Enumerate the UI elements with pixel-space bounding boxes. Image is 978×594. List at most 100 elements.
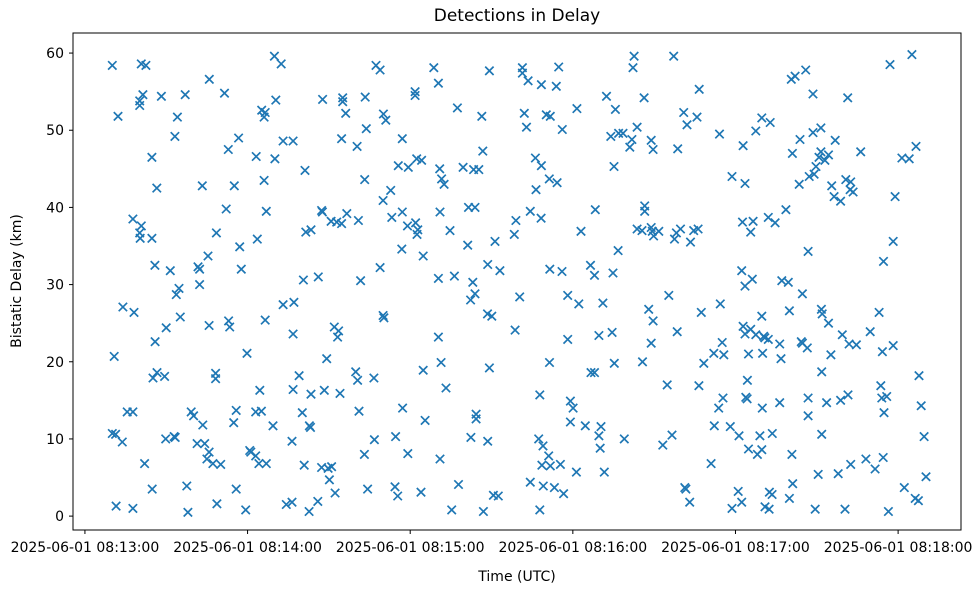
scatter-point — [332, 332, 343, 342]
scatter-point — [624, 142, 635, 153]
scatter-point — [194, 279, 205, 290]
scatter-point — [571, 467, 582, 477]
scatter-point — [648, 144, 658, 155]
scatter-point — [718, 393, 728, 403]
scatter-point — [392, 491, 403, 501]
scatter-point — [544, 357, 555, 368]
scatter-point — [589, 270, 600, 281]
scatter-point — [181, 481, 192, 491]
scatter-point — [215, 459, 226, 470]
scatter-point — [914, 370, 924, 381]
scatter-point — [386, 212, 397, 223]
scatter-point — [911, 141, 921, 152]
scatter-point — [297, 407, 308, 418]
scatter-point — [378, 109, 389, 119]
scatter-point — [340, 108, 351, 119]
scatter-point — [742, 375, 753, 386]
scatter-point — [449, 271, 460, 281]
scatter-point — [354, 406, 364, 417]
scatter-point — [385, 185, 396, 196]
scatter-point — [313, 272, 324, 282]
scatter-point — [228, 417, 239, 428]
scatter-point — [803, 246, 813, 257]
scatter-point — [242, 348, 252, 359]
scatter-point — [251, 151, 262, 162]
scatter-point — [538, 481, 549, 491]
scatter-point — [534, 390, 545, 400]
axes-box — [72, 32, 962, 531]
scatter-point — [742, 393, 752, 404]
scatter-point — [557, 266, 567, 277]
scatter-point — [188, 410, 199, 421]
scatter-point — [715, 299, 726, 309]
scatter-point — [525, 477, 536, 488]
scatter-point — [129, 307, 139, 318]
scatter-point — [573, 299, 584, 309]
scatter-point — [881, 391, 892, 402]
scatter-point — [268, 420, 278, 431]
scatter-point — [393, 160, 404, 171]
scatter-point — [336, 218, 347, 229]
scatter-point — [288, 329, 298, 339]
scatter-point — [628, 62, 638, 73]
scatter-point — [837, 329, 848, 340]
scatter-point — [888, 236, 899, 247]
scatter-point — [350, 366, 361, 377]
axis-ticks — [69, 52, 899, 534]
chart-title: Detections in Delay — [434, 6, 601, 26]
scatter-point — [471, 414, 481, 424]
scatter-point — [740, 178, 750, 189]
scatter-point — [751, 329, 761, 340]
scatter-point — [590, 204, 601, 215]
scatter-point — [681, 484, 691, 494]
scatter-point — [317, 94, 328, 105]
scatter-point — [436, 174, 447, 184]
x-tick-label: 2025-06-01 08:14:00 — [173, 540, 322, 556]
scatter-point — [151, 183, 162, 193]
scatter-point — [685, 237, 696, 247]
scatter-point — [727, 171, 737, 182]
scatter-point — [813, 469, 824, 480]
scatter-point — [287, 436, 297, 447]
scatter-point — [787, 148, 798, 159]
x-tick-label: 2025-06-01 08:13:00 — [11, 540, 160, 556]
scatter-point — [533, 434, 544, 444]
scatter-point — [170, 432, 181, 443]
scatter-point — [725, 421, 736, 432]
scatter-point — [808, 127, 818, 138]
scatter-point — [107, 428, 118, 439]
scatter-point — [843, 390, 853, 400]
y-tick-label: 0 — [55, 509, 64, 525]
scatter-point — [609, 161, 619, 172]
scatter-point — [763, 212, 774, 223]
x-tick-label: 2025-06-01 08:17:00 — [661, 540, 810, 556]
scatter-point — [763, 334, 774, 345]
scatter-point — [580, 420, 591, 431]
scatter-point — [203, 251, 213, 261]
scatter-point — [870, 464, 880, 474]
scatter-point — [324, 474, 335, 485]
scatter-point — [118, 302, 128, 312]
scatter-point — [613, 128, 624, 139]
scatter-point — [317, 207, 328, 217]
scatter-point — [618, 128, 628, 139]
scatter-point — [335, 388, 345, 399]
scatter-point — [486, 311, 497, 322]
scatter-point — [452, 103, 463, 113]
scatter-point — [439, 179, 449, 190]
scatter-point — [150, 260, 160, 271]
scatter-point — [663, 290, 674, 301]
scatter-point — [672, 326, 683, 337]
scatter-point — [916, 400, 926, 411]
scatter-point — [224, 322, 235, 332]
scatter-point — [601, 91, 612, 102]
scatter-point — [784, 493, 795, 504]
x-tick-label: 2025-06-01 08:16:00 — [498, 540, 647, 556]
scatter-point — [814, 152, 824, 163]
scatter-point — [613, 245, 623, 256]
scatter-point — [390, 481, 400, 492]
scatter-point — [337, 96, 348, 107]
scatter-point — [375, 65, 385, 75]
scatter-point — [816, 429, 827, 440]
scatter-point — [289, 297, 299, 308]
